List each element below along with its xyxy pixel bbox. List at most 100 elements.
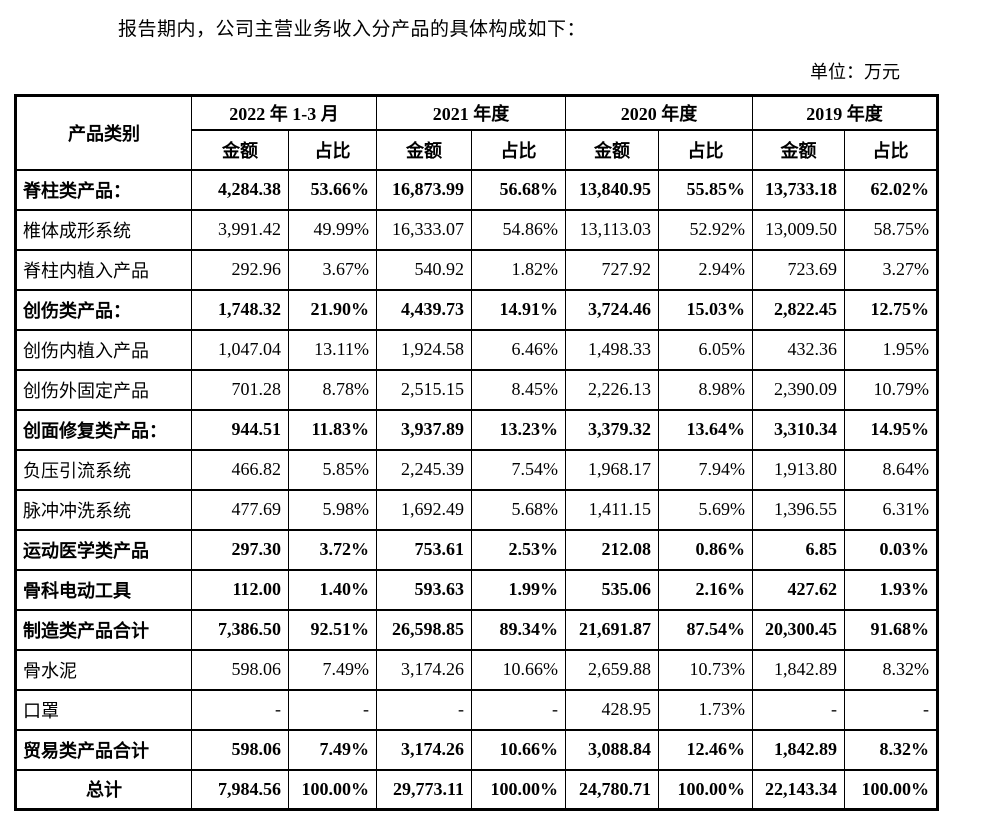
value-cell: 12.75% bbox=[844, 288, 938, 331]
value-cell: 1.82% bbox=[471, 248, 566, 291]
value-cell: 26,598.85 bbox=[376, 608, 472, 651]
value-cell: 14.91% bbox=[471, 288, 566, 331]
value-cell: 723.69 bbox=[752, 248, 845, 291]
value-cell: 13,009.50 bbox=[752, 208, 845, 251]
value-cell: 7.54% bbox=[471, 448, 566, 491]
value-cell: 10.73% bbox=[658, 648, 753, 691]
table-row: 创伤类产品： 1,748.32 21.90% 4,439.73 14.91% 3,724.… bbox=[15, 288, 938, 331]
row-label: 创伤内植入产品 bbox=[15, 328, 192, 371]
value-cell: 2,515.15 bbox=[376, 368, 472, 411]
value-cell: 22,143.34 bbox=[752, 768, 845, 811]
value-cell: 2,226.13 bbox=[565, 368, 659, 411]
value-cell: 13,113.03 bbox=[565, 208, 659, 251]
value-cell: 29,773.11 bbox=[376, 768, 472, 811]
value-cell: 92.51% bbox=[288, 608, 377, 651]
value-cell: 0.03% bbox=[844, 528, 938, 571]
value-cell: 593.63 bbox=[376, 568, 472, 611]
value-cell: 3,379.32 bbox=[565, 408, 659, 451]
value-cell: 8.98% bbox=[658, 368, 753, 411]
header-period-2021: 2021 年度 bbox=[376, 94, 566, 131]
value-cell: 3.67% bbox=[288, 248, 377, 291]
value-cell: 1.40% bbox=[288, 568, 377, 611]
value-cell: 62.02% bbox=[844, 168, 938, 211]
table-row: 口罩 - - - -428.95 1.73% - - bbox=[15, 688, 938, 731]
value-cell: 53.66% bbox=[288, 168, 377, 211]
value-cell: 598.06 bbox=[191, 648, 289, 691]
unit-label: 单位：万元 bbox=[810, 62, 900, 82]
value-cell: 3,937.89 bbox=[376, 408, 472, 451]
value-cell: 1,842.89 bbox=[752, 728, 845, 771]
table-row: 运动医学类产品 297.30 3.72% 753.61 2.53% 212.08 0.86%… bbox=[15, 528, 938, 571]
value-cell: 7,984.56 bbox=[191, 768, 289, 811]
value-cell: 21,691.87 bbox=[565, 608, 659, 651]
row-label: 创伤类产品： bbox=[15, 288, 192, 331]
value-cell: 100.00% bbox=[471, 768, 566, 811]
value-cell: 112.00 bbox=[191, 568, 289, 611]
table-row: 总计 7,984.56 100.00% 29,773.11 100.00% 24,780.… bbox=[15, 768, 938, 811]
header-ratio: 占比 bbox=[471, 128, 566, 171]
value-cell: 8.32% bbox=[844, 648, 938, 691]
row-label: 脊柱内植入产品 bbox=[15, 248, 192, 291]
value-cell: 701.28 bbox=[191, 368, 289, 411]
table-row: 脉冲冲洗系统 477.69 5.98% 1,692.49 5.68% 1,411.15 5.… bbox=[15, 488, 938, 531]
value-cell: 5.69% bbox=[658, 488, 753, 531]
value-cell: - bbox=[191, 688, 289, 731]
value-cell: 100.00% bbox=[658, 768, 753, 811]
row-label: 负压引流系统 bbox=[15, 448, 192, 491]
value-cell: 5.68% bbox=[471, 488, 566, 531]
table-row: 脊柱内植入产品 292.96 3.67% 540.92 1.82% 727.92 2.94%… bbox=[15, 248, 938, 291]
value-cell: 5.98% bbox=[288, 488, 377, 531]
value-cell: 8.78% bbox=[288, 368, 377, 411]
value-cell: 52.92% bbox=[658, 208, 753, 251]
value-cell: 432.36 bbox=[752, 328, 845, 371]
value-cell: 427.62 bbox=[752, 568, 845, 611]
value-cell: 1,842.89 bbox=[752, 648, 845, 691]
value-cell: 297.30 bbox=[191, 528, 289, 571]
value-cell: 1,396.55 bbox=[752, 488, 845, 531]
header-ratio: 占比 bbox=[658, 128, 753, 171]
header-period-2019: 2019 年度 bbox=[752, 94, 938, 131]
value-cell: 8.32% bbox=[844, 728, 938, 771]
value-cell: 1.93% bbox=[844, 568, 938, 611]
value-cell: 3,088.84 bbox=[565, 728, 659, 771]
header-amount: 金额 bbox=[752, 128, 845, 171]
value-cell: 727.92 bbox=[565, 248, 659, 291]
value-cell: - bbox=[844, 688, 938, 731]
row-label: 脊柱类产品： bbox=[15, 168, 192, 211]
value-cell: 13,733.18 bbox=[752, 168, 845, 211]
value-cell: 49.99% bbox=[288, 208, 377, 251]
header-amount: 金额 bbox=[376, 128, 472, 171]
value-cell: 16,873.99 bbox=[376, 168, 472, 211]
value-cell: 1,047.04 bbox=[191, 328, 289, 371]
table-row: 贸易类产品合计 598.06 7.49% 3,174.26 10.66% 3,088.84… bbox=[15, 728, 938, 771]
table-row: 椎体成形系统 3,991.42 49.99% 16,333.07 54.86% 13,11… bbox=[15, 208, 938, 251]
table-row: 脊柱类产品： 4,284.38 53.66% 16,873.99 56.68% 13,84… bbox=[15, 168, 938, 211]
value-cell: 10.66% bbox=[471, 728, 566, 771]
value-cell: 1,411.15 bbox=[565, 488, 659, 531]
value-cell: 15.03% bbox=[658, 288, 753, 331]
value-cell: 54.86% bbox=[471, 208, 566, 251]
header-period-2022: 2022 年 1-3 月 bbox=[191, 94, 377, 131]
value-cell: 6.31% bbox=[844, 488, 938, 531]
value-cell: 100.00% bbox=[844, 768, 938, 811]
table-row: 创伤内植入产品 1,047.04 13.11% 1,924.58 6.46% 1,498.… bbox=[15, 328, 938, 371]
value-cell: 1.95% bbox=[844, 328, 938, 371]
header-amount: 金额 bbox=[191, 128, 289, 171]
value-cell: 3,991.42 bbox=[191, 208, 289, 251]
value-cell: 1,498.33 bbox=[565, 328, 659, 371]
table-row: 创面修复类产品： 944.51 11.83% 3,937.89 13.23% 3,379.… bbox=[15, 408, 938, 451]
value-cell: 13.23% bbox=[471, 408, 566, 451]
row-label: 骨水泥 bbox=[15, 648, 192, 691]
table-row: 创伤外固定产品 701.28 8.78% 2,515.15 8.45% 2,226.13 8… bbox=[15, 368, 938, 411]
value-cell: 3,174.26 bbox=[376, 648, 472, 691]
value-cell: 1,692.49 bbox=[376, 488, 472, 531]
value-cell: 466.82 bbox=[191, 448, 289, 491]
header-ratio: 占比 bbox=[844, 128, 938, 171]
value-cell: 598.06 bbox=[191, 728, 289, 771]
value-cell: 0.86% bbox=[658, 528, 753, 571]
value-cell: 4,439.73 bbox=[376, 288, 472, 331]
value-cell: 2.16% bbox=[658, 568, 753, 611]
header-category: 产品类别 bbox=[15, 94, 192, 171]
value-cell: 12.46% bbox=[658, 728, 753, 771]
value-cell: 16,333.07 bbox=[376, 208, 472, 251]
